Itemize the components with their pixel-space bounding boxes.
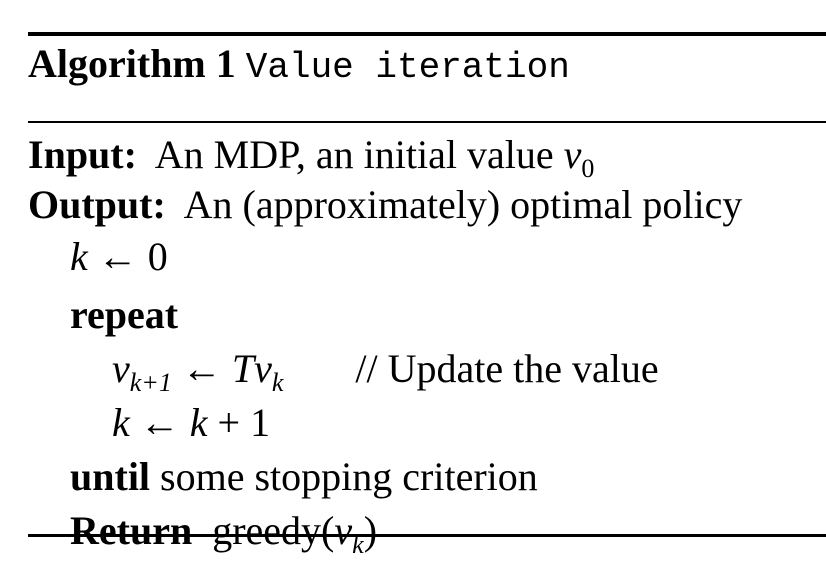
update-rhs-var: v: [254, 346, 272, 391]
init-lhs: k: [70, 234, 88, 279]
input-text: An MDP, an initial value: [154, 132, 554, 177]
update-lhs-sub: k+1: [129, 368, 172, 397]
algorithm-label: Algorithm 1: [28, 41, 236, 86]
incr-lhs: k: [112, 400, 130, 445]
input-label: Input:: [28, 132, 137, 177]
update-comment: // Update the value: [355, 346, 659, 391]
output-label: Output:: [28, 182, 166, 227]
algorithm-name: Value iteration: [245, 47, 570, 88]
bottom-rule: [28, 534, 826, 537]
return-sub: k: [352, 530, 364, 559]
input-line: Input: An MDP, an initial value v0: [28, 131, 594, 182]
input-sub: 0: [581, 154, 595, 183]
update-rhs-sub: k: [271, 368, 284, 397]
return-line: Return greedy(vk): [70, 507, 378, 558]
init-line: k ← 0: [70, 233, 168, 281]
until-line: until some stopping criterion: [70, 453, 538, 501]
return-close: ): [363, 508, 378, 553]
incr-arrow: ←: [139, 400, 180, 445]
update-operator: T: [231, 346, 255, 391]
init-rhs: 0: [147, 234, 168, 279]
increment-line: k ← k + 1: [112, 399, 270, 447]
init-arrow: ←: [97, 234, 138, 279]
top-rule: [28, 32, 826, 36]
incr-rhs-var: k: [189, 400, 208, 445]
algorithm-caption: Algorithm 1 Value iteration: [28, 40, 570, 92]
update-line: vk+1 ← Tvk // Update the value: [112, 345, 659, 396]
repeat-keyword: repeat: [70, 292, 179, 337]
update-arrow: ←: [181, 346, 222, 391]
until-text: some stopping criterion: [160, 454, 538, 499]
output-text: An (approximately) optimal policy: [183, 182, 743, 227]
return-fn: greedy(: [212, 508, 335, 553]
input-var: v: [563, 132, 582, 177]
return-keyword: Return: [70, 508, 193, 553]
return-var: v: [334, 508, 353, 553]
repeat-line: repeat: [70, 291, 178, 339]
incr-num: 1: [250, 400, 271, 445]
caption-rule: [28, 121, 826, 123]
update-lhs-var: v: [112, 346, 130, 391]
incr-op: +: [217, 400, 241, 445]
output-line: Output: An (approximately) optimal polic…: [28, 181, 742, 229]
until-keyword: until: [70, 454, 151, 499]
